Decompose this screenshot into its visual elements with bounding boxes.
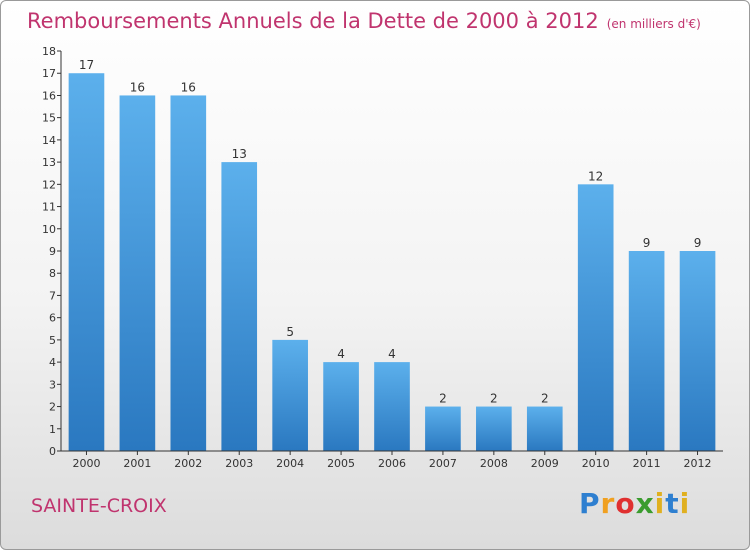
y-tick-label: 8	[49, 267, 56, 280]
bar-value-label: 9	[643, 236, 651, 250]
x-tick-label: 2001	[123, 457, 151, 470]
bar	[628, 251, 665, 451]
y-tick-label: 1	[49, 423, 56, 436]
proxiti-logo: Proxiti	[579, 487, 690, 520]
logo-letter: i	[679, 487, 691, 520]
bar-value-label: 4	[388, 347, 396, 361]
x-tick-label: 2000	[72, 457, 100, 470]
y-tick-label: 10	[42, 223, 56, 236]
y-tick-label: 9	[49, 245, 56, 258]
bar	[221, 162, 258, 451]
bar	[577, 184, 614, 452]
logo-letter: x	[635, 487, 655, 520]
x-tick-label: 2004	[276, 457, 304, 470]
bar	[170, 95, 207, 451]
y-tick-label: 12	[42, 178, 56, 191]
y-tick-label: 7	[49, 289, 56, 302]
y-tick-label: 17	[42, 67, 56, 80]
x-tick-label: 2012	[684, 457, 712, 470]
logo-letter: t	[665, 487, 680, 520]
y-tick-label: 0	[49, 445, 56, 458]
y-tick-label: 15	[42, 112, 56, 125]
bar-value-label: 16	[130, 80, 145, 94]
y-tick-label: 13	[42, 156, 56, 169]
y-tick-label: 16	[42, 89, 56, 102]
y-tick-label: 4	[49, 356, 56, 369]
bar-value-label: 5	[286, 325, 294, 339]
logo-letter: r	[600, 487, 616, 520]
y-tick-label: 18	[42, 45, 56, 58]
chart-title: Remboursements Annuels de la Dette de 20…	[27, 9, 701, 33]
y-tick-label: 5	[49, 334, 56, 347]
bar	[679, 251, 716, 451]
bar-value-label: 13	[232, 147, 247, 161]
y-tick-label: 2	[49, 401, 56, 414]
logo-letter: i	[654, 487, 666, 520]
x-tick-label: 2005	[327, 457, 355, 470]
x-tick-label: 2003	[225, 457, 253, 470]
bar	[68, 73, 105, 451]
x-tick-label: 2006	[378, 457, 406, 470]
x-axis: 2000 2001 2002 2003 2004 2005 2006 2007 2008 2009…	[61, 450, 723, 470]
x-tick-label: 2002	[174, 457, 202, 470]
bar	[425, 406, 461, 451]
bar-value-label: 2	[439, 392, 447, 406]
x-tick-label: 2011	[633, 457, 661, 470]
logo-letter: P	[579, 487, 601, 520]
logo-letter: o	[615, 487, 636, 520]
chart-subtitle: (en milliers d'€)	[606, 17, 701, 31]
commune-name: SAINTE-CROIX	[31, 495, 167, 517]
y-tick-label: 11	[42, 201, 56, 214]
bar	[323, 362, 359, 451]
bar	[272, 339, 308, 451]
bar-value-label: 2	[490, 392, 498, 406]
bar-value-label: 4	[337, 347, 345, 361]
y-tick-label: 6	[49, 312, 56, 325]
x-tick-label: 2008	[480, 457, 508, 470]
x-tick-label: 2007	[429, 457, 457, 470]
bar-value-label: 9	[694, 236, 702, 250]
bar-value-label: 12	[588, 169, 603, 183]
bar-value-label: 17	[79, 58, 94, 72]
y-tick-label: 14	[42, 134, 56, 147]
bar	[476, 406, 512, 451]
chart-title-text: Remboursements Annuels de la Dette de 20…	[27, 9, 599, 33]
bar-value-label: 2	[541, 392, 549, 406]
x-tick-label: 2010	[582, 457, 610, 470]
x-tick-label: 2009	[531, 457, 559, 470]
bar	[374, 362, 410, 451]
bar	[526, 406, 563, 451]
y-tick-label: 3	[49, 378, 56, 391]
bar-value-label: 16	[181, 80, 196, 94]
bars: 17 16 16 13 5 4 4 2 2 2 12 9 9	[68, 58, 716, 452]
bar	[119, 95, 156, 451]
